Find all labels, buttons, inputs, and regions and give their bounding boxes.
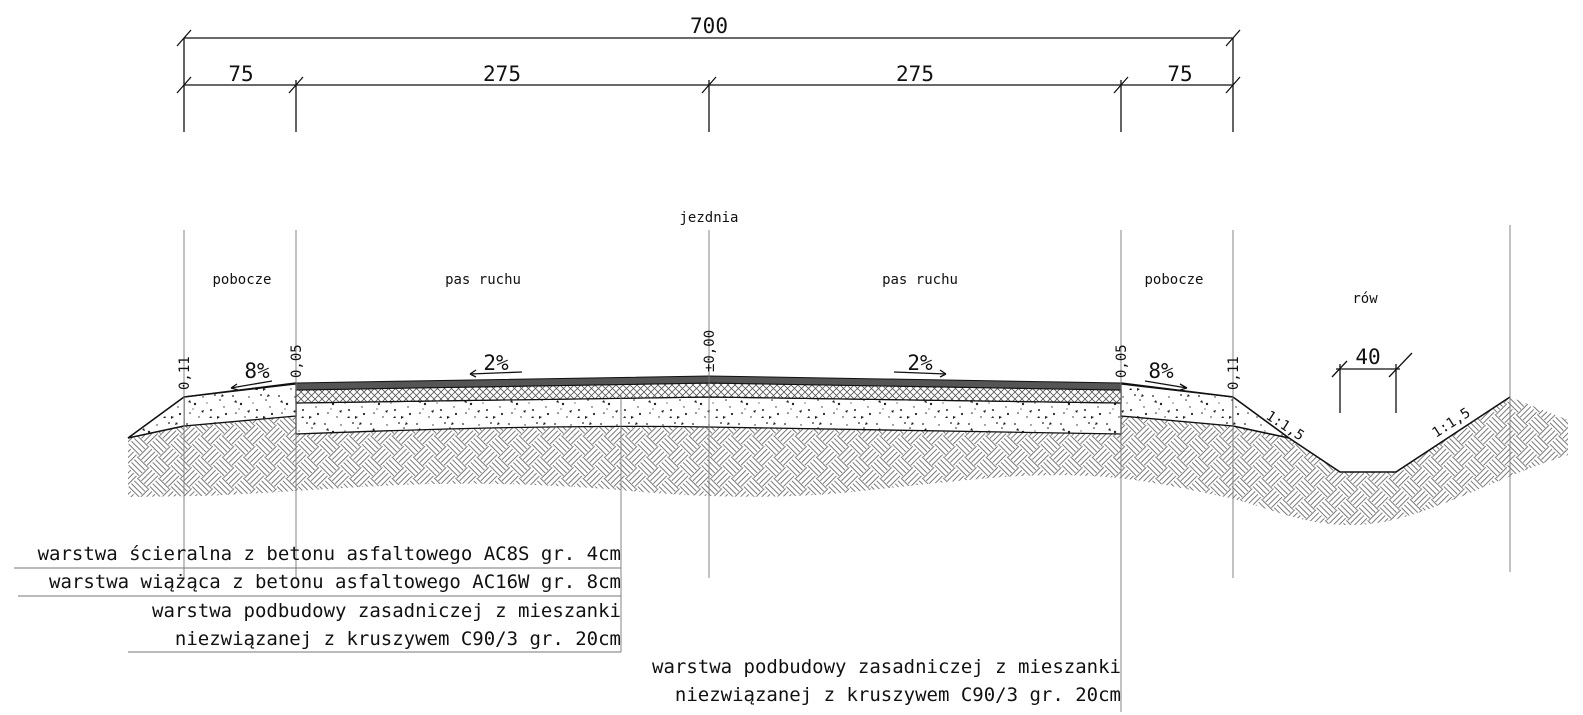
dimension-shoulder-left: 75 — [228, 62, 253, 86]
dimension-ditch-bottom: 40 — [1355, 345, 1380, 369]
elevation-axis: ±0,00 — [702, 330, 718, 372]
slope-shoulder-left: 8% — [244, 359, 270, 383]
label-carriageway: jezdnia — [679, 210, 738, 226]
elevation-left-lane-edge: 0,05 — [289, 344, 305, 378]
label-shoulder-right: pobocze — [1144, 272, 1203, 288]
label-lane-right: pas ruchu — [882, 272, 958, 288]
layer-wearing-label: warstwa ścieralna z betonu asfaltowego A… — [38, 543, 621, 565]
reference-lines — [183, 225, 1511, 712]
dimension-lane-left: 275 — [483, 62, 521, 86]
layer-binder-label: warstwa wiążąca z betonu asfaltowego AC1… — [49, 571, 621, 593]
slope-arrow-left-shoulder — [230, 380, 273, 391]
layer-base-left-line1: warstwa podbudowy zasadniczej z mieszank… — [152, 600, 621, 622]
slope-arrow-right-shoulder — [1144, 380, 1188, 391]
slope-arrow-right-lane — [893, 369, 947, 378]
soil-hatch — [128, 397, 1568, 526]
layer-base-right-line1: warstwa podbudowy zasadniczej z mieszank… — [652, 656, 1121, 678]
shoulder-left-bottom — [127, 425, 185, 439]
elevation-right-lane-edge: 0,05 — [1114, 344, 1130, 378]
dimension-total: 700 — [690, 14, 728, 38]
slope-lane-left: 2% — [483, 351, 509, 375]
dimension-shoulder-right: 75 — [1167, 62, 1192, 86]
shoulder-right-bottom — [1232, 425, 1290, 439]
dimension-lane-right: 275 — [896, 62, 934, 86]
dimension-lines — [176, 29, 1241, 132]
layer-base-left-line2: niezwiązanej z kruszywem C90/3 gr. 20cm — [175, 628, 621, 650]
elevation-right-edge: 0,11 — [1226, 356, 1242, 390]
label-ditch: rów — [1352, 291, 1378, 307]
slope-shoulder-right: 8% — [1148, 359, 1174, 383]
terrain-outline-right — [1120, 382, 1511, 473]
ditch-dimension — [1331, 352, 1413, 413]
slope-lane-right: 2% — [907, 351, 933, 375]
elevation-left-edge: 0,11 — [177, 356, 193, 390]
label-lane-left: pas ruchu — [445, 272, 521, 288]
label-shoulder-left: pobocze — [212, 272, 271, 288]
slope-arrow-left-lane — [469, 369, 523, 378]
layer-base-right-line2: niezwiązanej z kruszywem C90/3 gr. 20cm — [675, 684, 1121, 706]
